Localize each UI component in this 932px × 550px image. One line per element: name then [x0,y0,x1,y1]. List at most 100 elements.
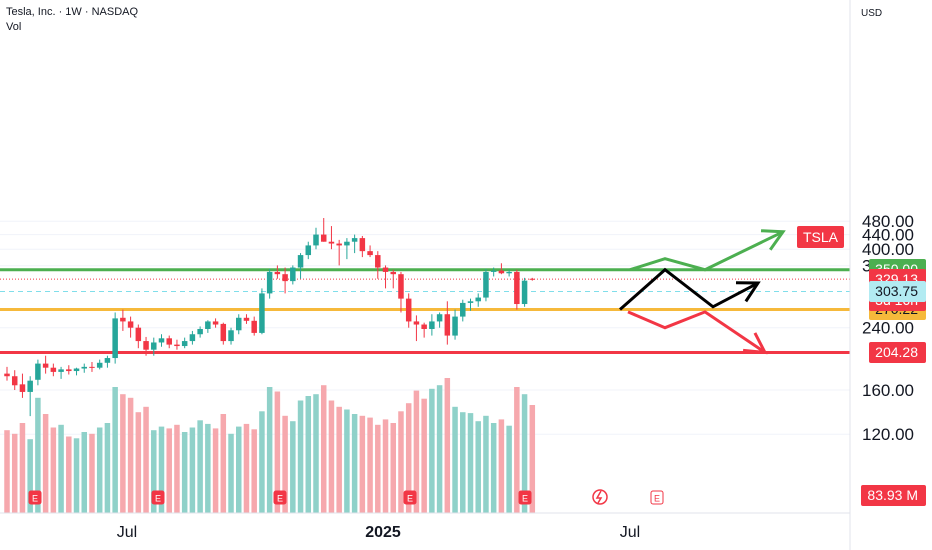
candle-body[interactable] [274,271,281,275]
candle-body[interactable] [58,369,64,372]
candle-body[interactable] [220,323,227,342]
candle-body[interactable] [89,366,95,368]
volume-bar [112,387,118,513]
candle-body[interactable] [127,321,134,328]
candle-body[interactable] [344,241,350,246]
candle-body[interactable] [174,344,180,347]
candle-body[interactable] [336,243,342,246]
volume-bar [220,414,227,513]
candle-body[interactable] [66,369,72,372]
projection-arrows [619,229,786,355]
volume-bar [236,426,242,513]
candle-body[interactable] [398,274,404,299]
candle-body[interactable] [266,271,273,294]
candle-body[interactable] [135,327,142,342]
candle-body[interactable] [498,270,505,274]
candle-body[interactable] [421,324,427,329]
candle-body[interactable] [35,363,41,380]
candle-body[interactable] [521,280,528,305]
candle-body[interactable] [181,341,188,347]
candle-body[interactable] [375,255,381,268]
candle-body[interactable] [96,362,103,368]
candle-body[interactable] [73,368,80,372]
candle-body[interactable] [112,318,118,359]
earnings-marker-icon[interactable]: E [28,490,42,505]
candle-body[interactable] [305,245,312,256]
candle-body[interactable] [189,334,196,342]
candle-body[interactable] [143,341,149,350]
candle-body[interactable] [297,255,304,268]
candle-body[interactable] [282,274,288,282]
candle-body[interactable] [367,251,373,256]
volume-bar [81,432,87,513]
candle-body[interactable] [104,358,111,363]
earnings-marker-icon[interactable]: E [151,490,165,505]
volume-bar [351,414,358,513]
candle-body[interactable] [50,367,57,372]
candle-body[interactable] [475,297,481,302]
candle-body[interactable] [382,267,389,272]
candle-body[interactable] [444,314,451,336]
earnings-marker-badge [403,490,417,505]
candle-body[interactable] [205,321,211,329]
candle-body[interactable] [81,366,88,369]
volume-bar [42,414,49,513]
candle-body[interactable] [290,267,296,282]
earnings-marker-icon[interactable]: E [650,490,664,505]
candle-body[interactable] [529,278,536,280]
volume-indicator-label: Vol [6,21,22,33]
split-dividend-icon[interactable] [592,489,608,505]
volume-bar [344,409,350,513]
earnings-marker-badge [28,490,42,505]
candle-body[interactable] [506,271,512,274]
candle-body[interactable] [243,317,250,321]
earnings-marker-text: E [407,494,413,504]
volume-bar [475,421,481,513]
earnings-marker-icon[interactable]: E [518,490,532,505]
candle-body[interactable] [390,271,397,275]
candle-body[interactable] [11,376,18,386]
currency-label[interactable]: USD [861,8,883,19]
symbol-tag[interactable]: TSLA [797,226,845,248]
candle-body[interactable] [236,317,242,331]
candle-body[interactable] [490,270,497,272]
candle-body[interactable] [405,298,412,322]
candle-body[interactable] [120,317,126,322]
candle-body[interactable] [42,363,49,368]
candle-body[interactable] [413,321,420,325]
candle-body[interactable] [452,316,458,336]
projection-path [619,267,759,311]
candle-body[interactable] [151,342,157,350]
candle-body[interactable] [251,320,257,333]
candle-body[interactable] [19,384,26,392]
volume-bar [328,400,335,513]
earnings-marker-icon[interactable]: E [403,490,417,505]
candle-body[interactable] [514,271,520,305]
volume-bar [4,430,10,513]
candle-body[interactable] [313,234,319,246]
candle-body[interactable] [359,238,366,252]
candle-body[interactable] [212,321,219,325]
candle-body[interactable] [320,234,327,242]
candle-body[interactable] [429,321,435,329]
candle-body[interactable] [158,338,165,343]
candle-body[interactable] [460,302,466,317]
candle-body[interactable] [483,271,489,298]
candle-body[interactable] [27,380,33,392]
candle-body[interactable] [351,238,358,242]
volume-bar [135,412,142,513]
candle-body[interactable] [197,328,203,335]
price-axis-tick: 160.00 [862,381,914,400]
candle-body[interactable] [259,293,265,333]
previous-close-label: 303.75 [869,281,926,302]
candle-body[interactable] [228,330,234,342]
candle-body[interactable] [166,338,172,345]
candle-body[interactable] [436,314,443,322]
earnings-marker-icon[interactable]: E [273,490,287,505]
volume-bar [436,385,443,513]
volume-bar [405,403,412,513]
candle-body[interactable] [328,241,335,244]
candle-body[interactable] [4,373,10,377]
candle-body[interactable] [467,301,474,303]
